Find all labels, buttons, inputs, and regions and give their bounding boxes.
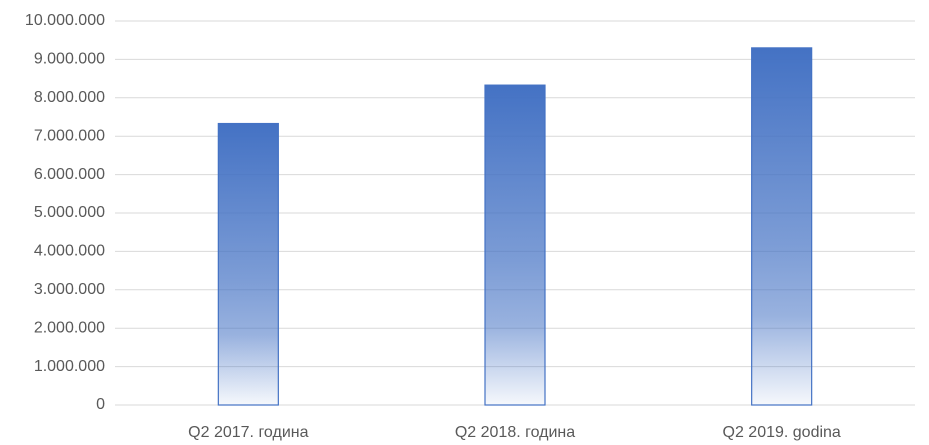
x-tick-label: Q2 2019. godina <box>723 424 841 441</box>
y-tick-label: 3.000.000 <box>34 281 105 298</box>
y-tick-label: 1.000.000 <box>34 358 105 375</box>
y-tick-label: 2.000.000 <box>34 319 105 336</box>
bar <box>751 47 813 406</box>
y-tick-label: 5.000.000 <box>34 204 105 221</box>
y-tick-label: 0 <box>96 396 105 413</box>
y-tick-label: 6.000.000 <box>34 166 105 183</box>
y-tick-label: 4.000.000 <box>34 243 105 260</box>
x-tick-label: Q2 2017. година <box>188 424 308 441</box>
y-tick-label: 8.000.000 <box>34 89 105 106</box>
y-tick-label: 9.000.000 <box>34 51 105 68</box>
bar <box>484 84 546 406</box>
x-tick-label: Q2 2018. година <box>455 424 575 441</box>
y-tick-label: 10.000.000 <box>25 12 105 29</box>
bar <box>217 122 279 406</box>
y-tick-label: 7.000.000 <box>34 127 105 144</box>
